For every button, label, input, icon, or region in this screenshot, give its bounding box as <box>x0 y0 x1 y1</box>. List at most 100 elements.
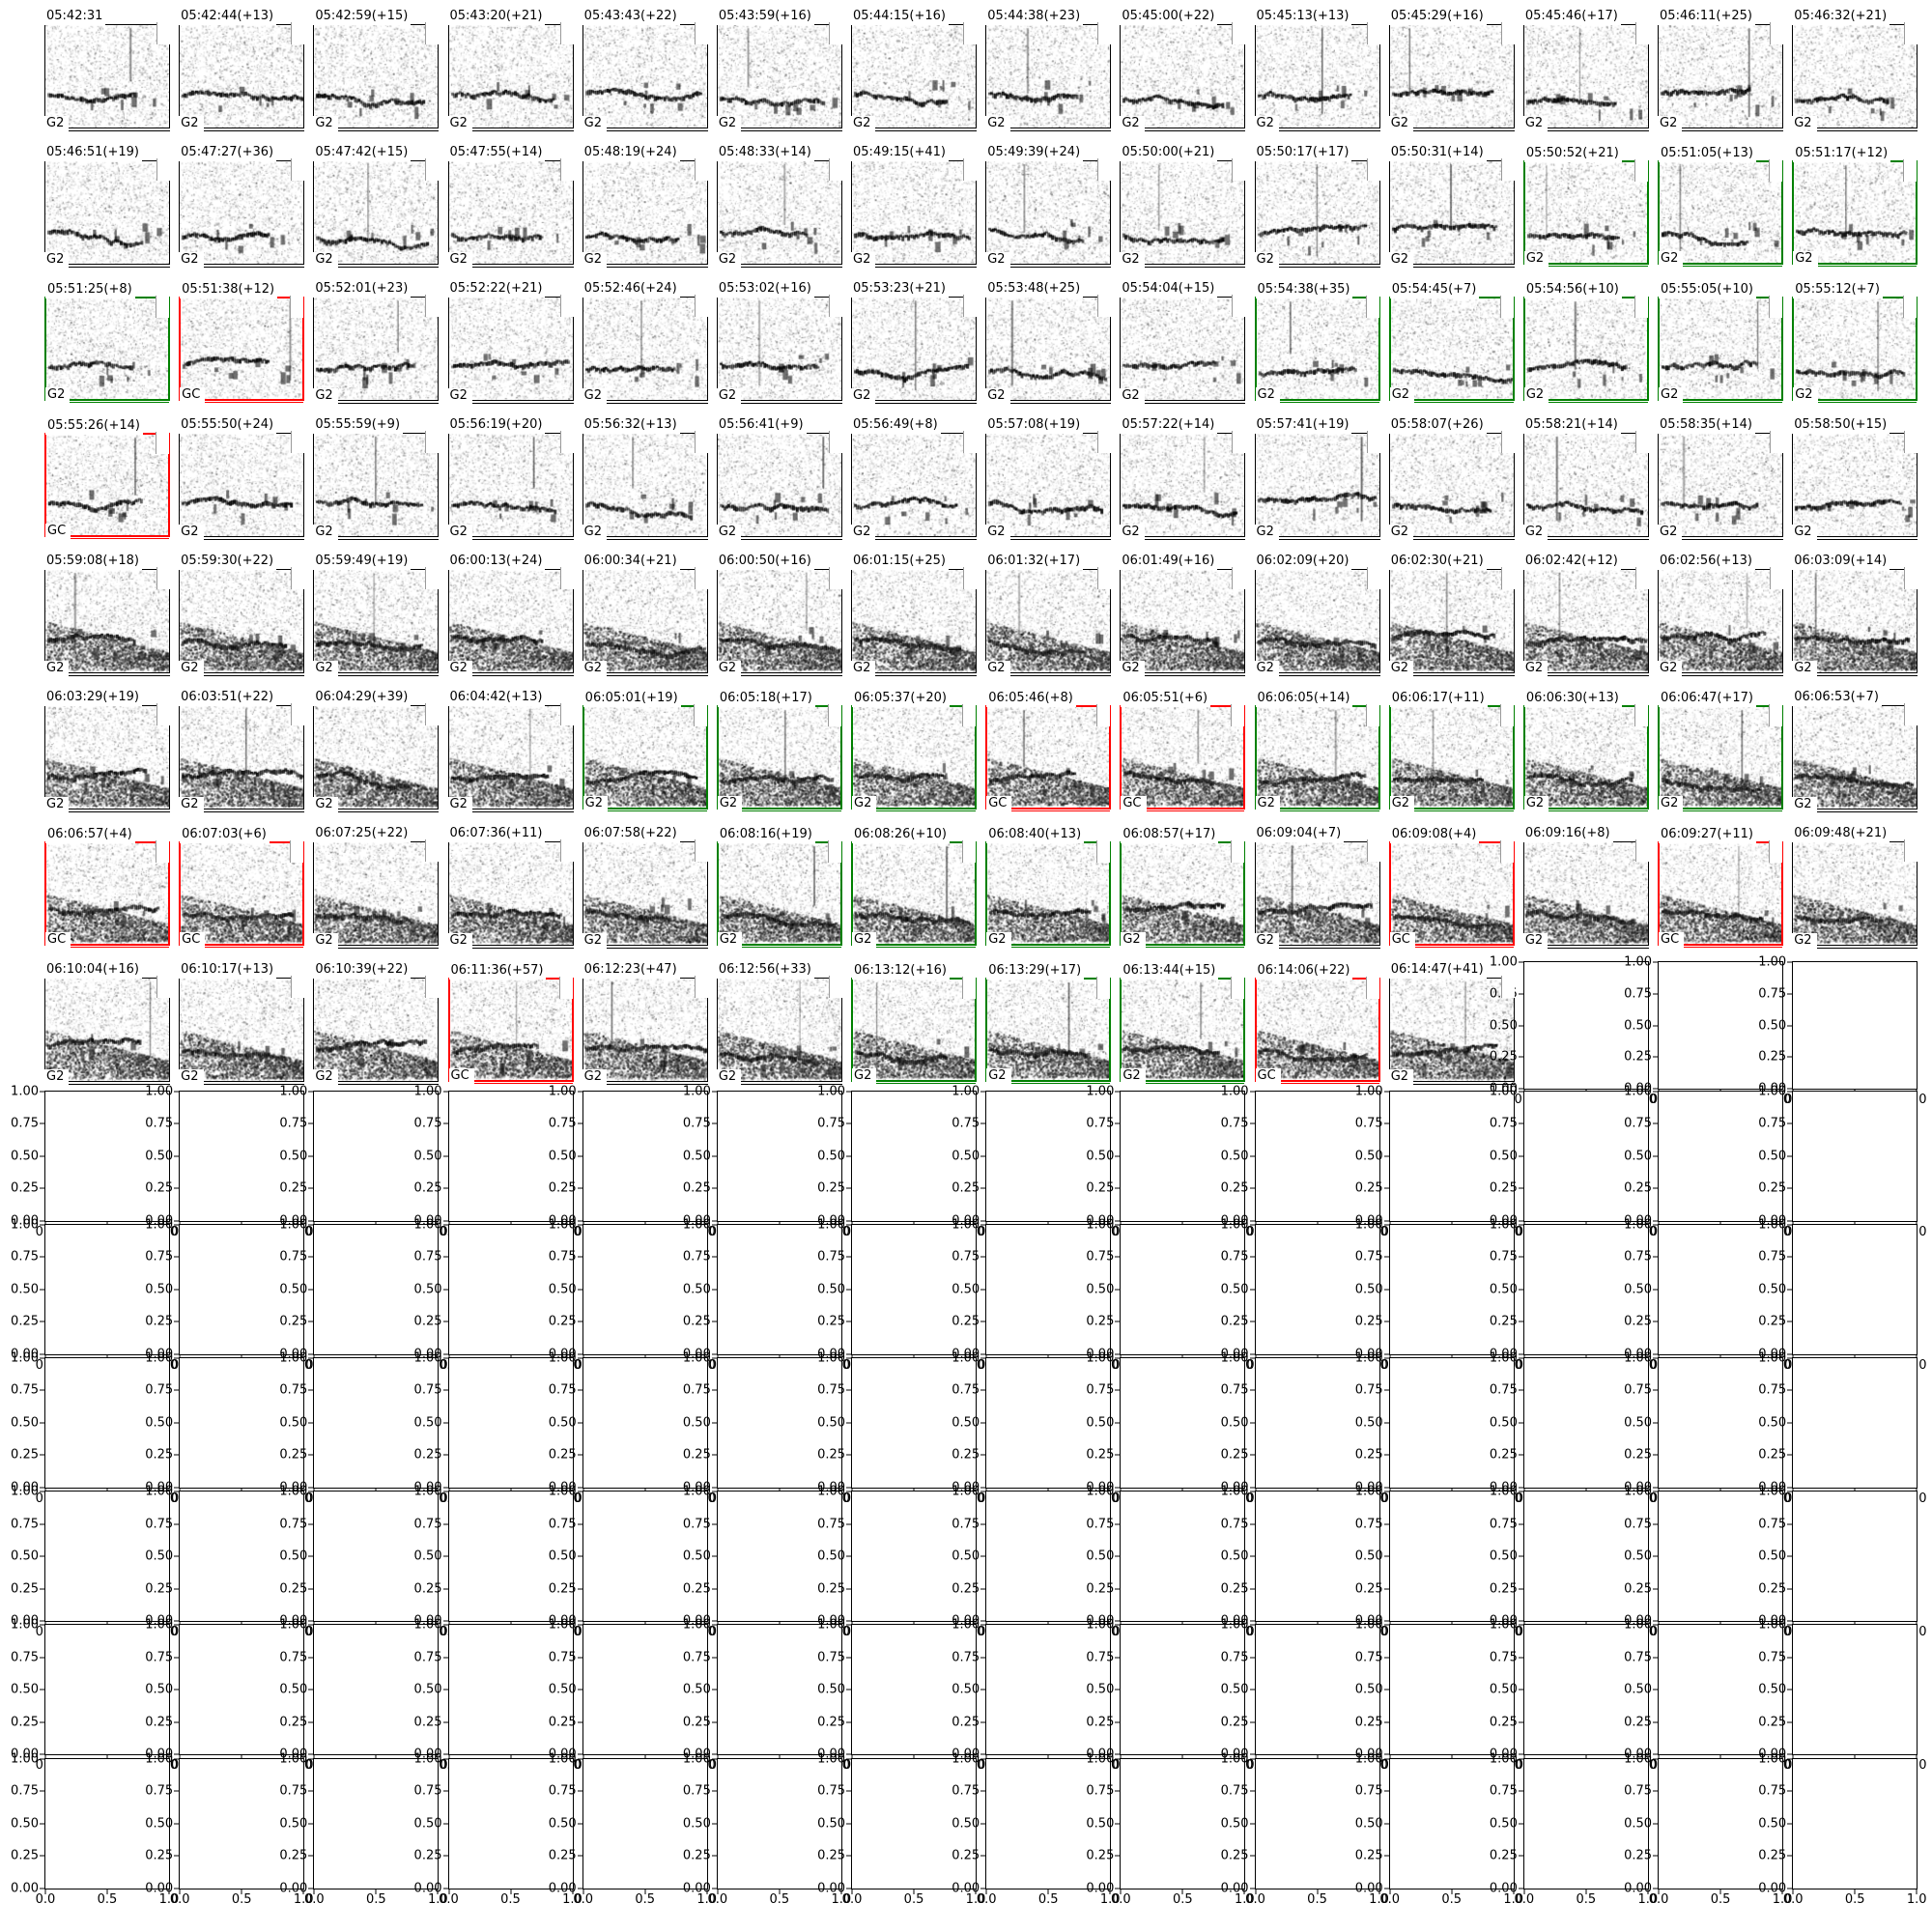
y-tick-label: 0.50 <box>1758 1682 1787 1697</box>
axis-baseline <box>68 811 170 812</box>
panel-title: 06:03:51(+22) <box>179 690 277 706</box>
panel-title: 05:52:46(+24) <box>582 281 680 298</box>
spectrogram-panel: 05:42:44(+13) G2 <box>179 9 305 131</box>
y-tick-mark <box>1383 1187 1389 1189</box>
y-tick-mark <box>1518 1056 1523 1058</box>
y-tick-mark <box>1383 1422 1389 1424</box>
panel-class-label: GC <box>1389 932 1415 948</box>
panel-title: 06:09:16(+8) <box>1522 826 1613 842</box>
y-tick-label: 0.25 <box>1086 1848 1115 1863</box>
empty-axes: 1.000.750.500.250.000.00.51.0 <box>1086 1217 1254 1372</box>
y-tick-mark <box>1249 1220 1255 1221</box>
spectrogram-image <box>1256 298 1378 399</box>
y-tick-label: 0.25 <box>11 1447 39 1463</box>
y-tick-label: 0.25 <box>413 1581 442 1597</box>
y-tick-mark <box>308 1353 314 1355</box>
y-tick-label: 1.00 <box>413 1751 442 1766</box>
x-tick-label: 0.5 <box>500 1891 521 1907</box>
spectrogram-panel: 05:43:59(+16) G2 <box>716 9 842 131</box>
y-tick-mark <box>711 1753 717 1755</box>
y-tick-mark <box>846 1187 852 1189</box>
corner-notch <box>1904 567 1918 589</box>
y-tick-label: 0.75 <box>413 1517 442 1532</box>
y-tick-mark <box>442 1389 448 1391</box>
spectrogram-image <box>1389 434 1514 536</box>
corner-notch <box>1904 839 1918 862</box>
spectrogram-panel: 05:53:48(+25) G2 <box>985 281 1112 404</box>
y-tick-label: 0.25 <box>817 1848 846 1863</box>
corner-notch <box>1903 296 1918 318</box>
spectrogram-panel: 05:50:00(+21) G2 <box>1120 145 1246 268</box>
y-tick-mark <box>1653 1353 1659 1355</box>
y-tick-label: 0.75 <box>817 1650 846 1665</box>
axis-baseline <box>605 403 708 404</box>
y-tick-mark <box>1518 1289 1523 1291</box>
y-tick-label: 1.00 <box>1354 1751 1383 1766</box>
y-tick-mark <box>40 1888 44 1889</box>
axis-baseline <box>1546 539 1649 540</box>
y-tick-label: 0.50 <box>413 1548 442 1564</box>
y-tick-mark <box>1787 1721 1793 1723</box>
panel-class-label: G2 <box>1659 796 1684 811</box>
axis-baseline <box>1815 811 1918 812</box>
axis-baseline <box>1277 130 1380 131</box>
y-tick-label: 0.50 <box>1758 1018 1787 1033</box>
x-tick-label: 1.0 <box>1906 1891 1927 1907</box>
y-tick-label: 0.75 <box>1086 1382 1115 1398</box>
axis-baseline <box>1411 267 1515 268</box>
spectrogram-panel: 05:56:49(+8) G2 <box>851 417 978 540</box>
y-tick-mark <box>1115 1523 1121 1525</box>
y-tick-label: 0.50 <box>145 1282 174 1297</box>
y-tick-label: 1.00 <box>682 1350 711 1366</box>
y-tick-mark <box>174 1624 180 1626</box>
panel-class-label: G2 <box>1120 525 1145 540</box>
y-tick-mark <box>577 1753 582 1755</box>
panel-title: 05:50:52(+21) <box>1523 146 1622 162</box>
y-tick-mark <box>1787 1389 1793 1391</box>
y-tick-mark <box>980 1523 986 1525</box>
axis-baseline <box>1412 947 1514 948</box>
y-tick-mark <box>308 1790 314 1792</box>
panel-title: 06:08:40(+13) <box>986 827 1085 843</box>
panel-class-label: G2 <box>851 252 876 268</box>
y-tick-mark <box>1249 1657 1255 1659</box>
y-tick-mark <box>308 1224 314 1226</box>
panel-title: 05:58:35(+14) <box>1658 417 1755 434</box>
x-tick-label: 0.5 <box>1037 1891 1059 1907</box>
spectrogram-image <box>1660 707 1782 808</box>
y-tick-mark <box>1115 1758 1121 1759</box>
spectrogram-panel: 05:59:30(+22) G2 <box>179 554 305 676</box>
y-tick-mark <box>442 1555 448 1557</box>
y-tick-label: 0.50 <box>279 1149 308 1163</box>
y-tick-mark <box>1787 1088 1793 1090</box>
corner-notch <box>694 976 708 998</box>
y-tick-mark <box>1518 1753 1523 1755</box>
x-tick-label: 0.5 <box>903 1891 924 1907</box>
axis-baseline <box>202 402 304 403</box>
axis-baseline <box>1411 539 1515 540</box>
panel-title: 05:46:11(+25) <box>1658 9 1755 25</box>
y-tick-label: 1.00 <box>548 1217 577 1233</box>
y-tick-mark <box>577 1422 582 1424</box>
panel-title: 06:06:05(+14) <box>1255 691 1353 707</box>
panel-title: 05:48:33(+14) <box>716 145 814 161</box>
y-tick-label: 0.75 <box>1220 1650 1249 1665</box>
y-tick-label: 0.25 <box>817 1314 846 1329</box>
y-tick-label: 1.00 <box>1086 1217 1115 1233</box>
axis-baseline <box>1277 948 1380 949</box>
y-tick-mark <box>1249 1888 1255 1889</box>
axis-baseline <box>336 811 440 812</box>
spectrogram-image <box>46 298 168 399</box>
y-tick-mark <box>980 1422 986 1424</box>
spectrogram-image <box>1660 843 1782 944</box>
panel-title: 05:59:30(+22) <box>179 554 277 570</box>
spectrogram-panel: 05:52:01(+23) G2 <box>313 281 440 404</box>
y-tick-mark <box>846 1888 852 1889</box>
y-tick-mark <box>1653 1422 1659 1424</box>
axis-baseline <box>1681 675 1784 676</box>
y-tick-mark <box>1653 1588 1659 1590</box>
spectrogram-panel: 06:03:51(+22) G2 <box>179 690 305 812</box>
y-tick-label: 0.25 <box>1758 1447 1787 1463</box>
y-tick-mark <box>1115 1155 1121 1156</box>
spectrogram-panel: 05:48:33(+14) G2 <box>716 145 842 268</box>
